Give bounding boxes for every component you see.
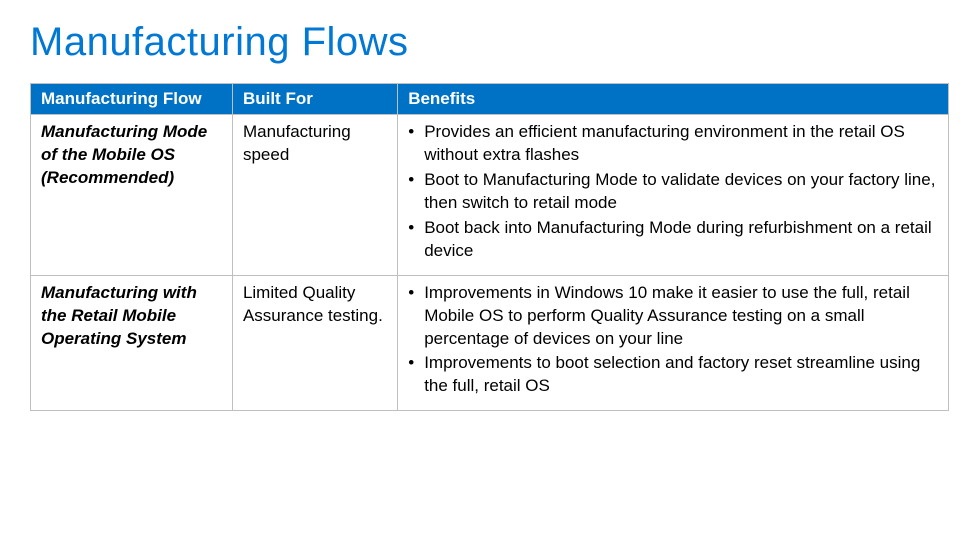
benefit-item: Boot back into Manufacturing Mode during…	[408, 217, 938, 263]
benefits-list: Provides an efficient manufacturing envi…	[408, 121, 938, 263]
cell-flow: Manufacturing Mode of the Mobile OS (Rec…	[31, 115, 233, 276]
slide: Manufacturing Flows Manufacturing Flow B…	[0, 0, 979, 441]
page-title: Manufacturing Flows	[30, 20, 949, 65]
table-row: Manufacturing with the Retail Mobile Ope…	[31, 275, 949, 411]
cell-benefits: Provides an efficient manufacturing envi…	[398, 115, 949, 276]
flow-name: Manufacturing with the Retail Mobile Ope…	[41, 283, 197, 348]
cell-builtfor: Limited Quality Assurance testing.	[232, 275, 397, 411]
table-header-row: Manufacturing Flow Built For Benefits	[31, 84, 949, 115]
table-row: Manufacturing Mode of the Mobile OS (Rec…	[31, 115, 949, 276]
col-header-builtfor: Built For	[232, 84, 397, 115]
benefits-list: Improvements in Windows 10 make it easie…	[408, 282, 938, 399]
cell-flow: Manufacturing with the Retail Mobile Ope…	[31, 275, 233, 411]
benefit-item: Boot to Manufacturing Mode to validate d…	[408, 169, 938, 215]
col-header-benefits: Benefits	[398, 84, 949, 115]
benefit-item: Improvements in Windows 10 make it easie…	[408, 282, 938, 351]
benefit-item: Improvements to boot selection and facto…	[408, 352, 938, 398]
cell-builtfor: Manufacturing speed	[232, 115, 397, 276]
manufacturing-flows-table: Manufacturing Flow Built For Benefits Ma…	[30, 83, 949, 411]
col-header-flow: Manufacturing Flow	[31, 84, 233, 115]
cell-benefits: Improvements in Windows 10 make it easie…	[398, 275, 949, 411]
flow-name: Manufacturing Mode of the Mobile OS (Rec…	[41, 122, 207, 187]
benefit-item: Provides an efficient manufacturing envi…	[408, 121, 938, 167]
